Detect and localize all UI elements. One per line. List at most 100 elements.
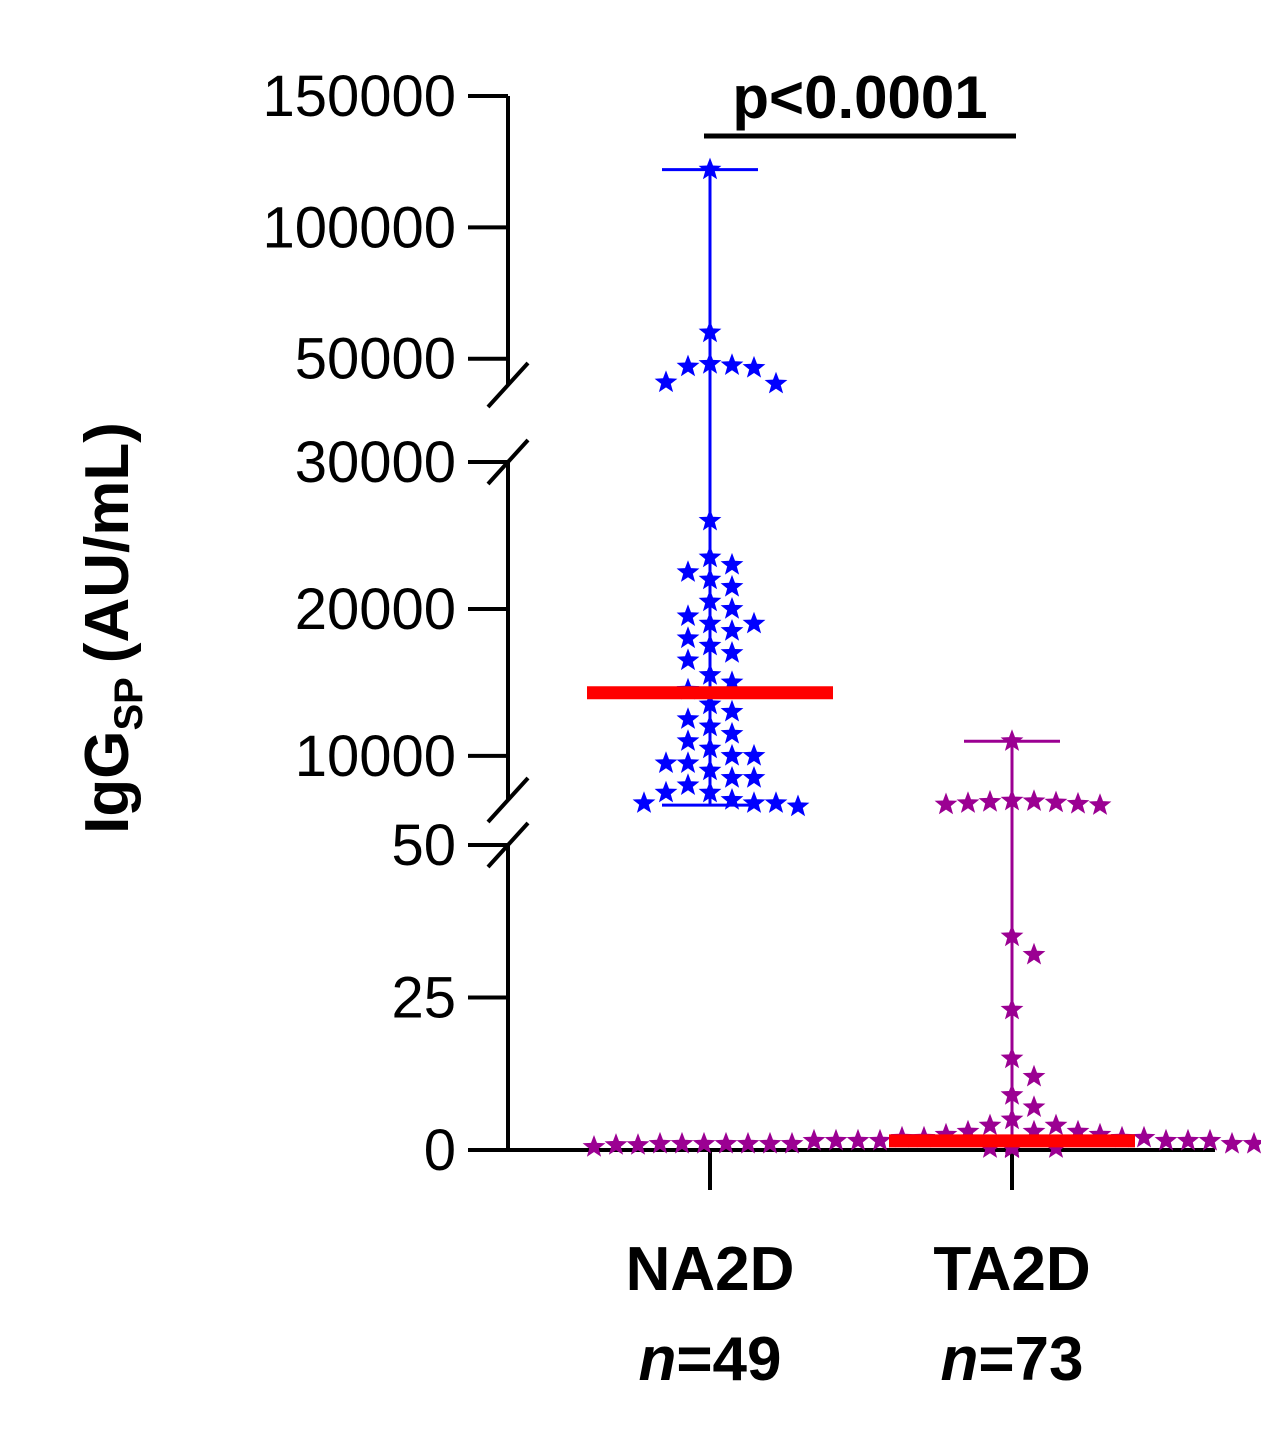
data-point [604, 1133, 628, 1155]
y-tick-label: 50 [391, 813, 456, 878]
data-point [720, 766, 744, 788]
data-point [698, 714, 722, 737]
data-point [1198, 1128, 1222, 1151]
y-tick-label: 150000 [262, 64, 456, 129]
axes [486, 96, 1215, 1190]
data-point [758, 1131, 782, 1154]
data-point [956, 791, 980, 813]
data-point [786, 794, 810, 817]
data-point [978, 1113, 1002, 1136]
group-size-na2d: n=49 [638, 1325, 781, 1394]
data-point [1000, 997, 1024, 1020]
data-point [1044, 790, 1068, 813]
data-point [1088, 793, 1112, 815]
data-point [720, 670, 744, 693]
group-size-ta2d: n=73 [940, 1325, 1083, 1394]
data-point [676, 604, 700, 626]
data-point [720, 574, 744, 597]
data-point [1000, 1107, 1024, 1130]
y-tick-label: 100000 [262, 195, 456, 260]
data-point [692, 1131, 716, 1154]
data-point [626, 1133, 650, 1155]
data-point [1220, 1131, 1244, 1154]
data-point [698, 758, 722, 781]
medians [587, 686, 1135, 1148]
data-point [978, 789, 1002, 812]
data-point [698, 352, 722, 374]
data-point [720, 788, 744, 810]
data-point [698, 589, 722, 612]
data-point [676, 560, 700, 582]
data-point [632, 791, 656, 813]
data-point [1022, 1064, 1046, 1087]
data-point [742, 791, 766, 813]
data-point [1132, 1125, 1156, 1148]
data-point [1044, 1113, 1068, 1136]
y-ticks: 0 25 50 10000 20000 30000 50000 100000 150000 [262, 64, 508, 1183]
data-point [846, 1128, 870, 1151]
data-point [956, 1119, 980, 1142]
data-point [1022, 942, 1046, 965]
data-point [676, 751, 700, 773]
data-point [698, 663, 722, 685]
data-point [698, 545, 722, 568]
data-point [1000, 1083, 1024, 1105]
data-point [802, 1128, 826, 1151]
data-point [720, 552, 744, 575]
data-point [698, 567, 722, 590]
data-point [648, 1131, 672, 1154]
data-point [742, 743, 766, 766]
data-point [720, 619, 744, 641]
data-point [670, 1131, 694, 1154]
data-point [698, 692, 722, 715]
data-point [1022, 789, 1046, 811]
data-point [1154, 1128, 1178, 1151]
data-point [720, 353, 744, 375]
data-point [742, 766, 766, 788]
y-tick-label: 50000 [295, 327, 456, 392]
data-point [698, 157, 722, 180]
data-point [742, 355, 766, 378]
data-point [1066, 791, 1090, 814]
data-point [698, 633, 722, 656]
data-point [742, 611, 766, 634]
data-point [654, 751, 678, 773]
data-point [676, 729, 700, 751]
data-point [1000, 1046, 1024, 1069]
data-point [714, 1131, 738, 1154]
data-point [676, 648, 700, 671]
data-point [1022, 1119, 1046, 1142]
axis-break-mark-3 [486, 361, 530, 409]
data-point [720, 641, 744, 663]
data-point [1176, 1128, 1200, 1151]
p-value-annotation: p<0.0001 [732, 64, 987, 131]
axis-break-mark-1 [486, 776, 530, 824]
data-point [736, 1131, 760, 1154]
data-point [654, 370, 678, 393]
data-point [582, 1135, 606, 1157]
data-point [654, 780, 678, 803]
data-point [698, 611, 722, 634]
data-point [720, 743, 744, 766]
data-point [698, 320, 722, 343]
data-point [1000, 729, 1024, 751]
data-point [1022, 1095, 1046, 1117]
data-point [720, 597, 744, 619]
data-point [676, 626, 700, 649]
data-point [764, 791, 788, 813]
data-point [698, 736, 722, 759]
y-tick-label: 0 [424, 1118, 456, 1183]
data-point [676, 707, 700, 729]
data-point [1242, 1131, 1261, 1154]
data-point [934, 792, 958, 815]
category-label-na2d: NA2D [626, 1235, 795, 1304]
y-tick-label: 10000 [295, 724, 456, 789]
data-point [1000, 788, 1024, 811]
series-na2d [632, 157, 810, 817]
y-axis-title: IgGSP(AU/mL) [73, 422, 151, 834]
y-tick-label: 30000 [295, 430, 456, 495]
data-point [720, 699, 744, 722]
data-point [780, 1131, 804, 1154]
data-point [868, 1128, 892, 1151]
